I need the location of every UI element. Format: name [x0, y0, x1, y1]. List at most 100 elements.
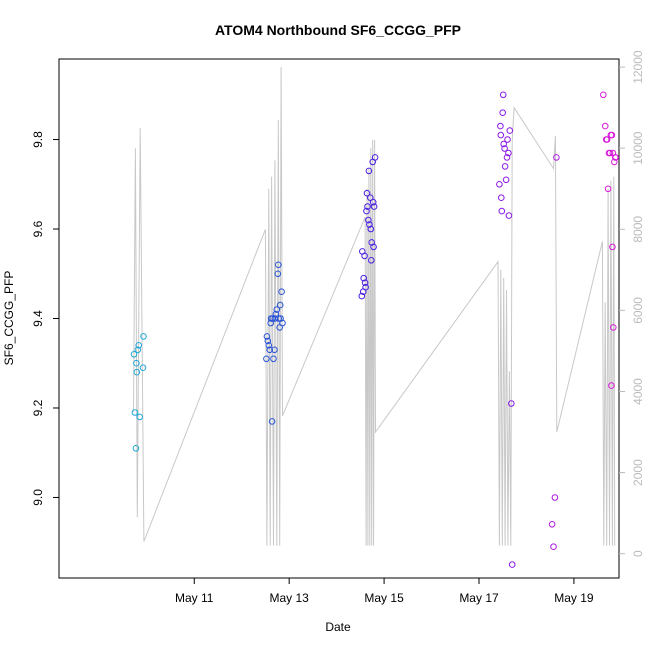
data-point [270, 355, 277, 363]
data-point [264, 337, 272, 345]
data-point [263, 333, 271, 340]
data-point [603, 136, 611, 143]
data-point [500, 140, 508, 148]
data-point [133, 359, 140, 367]
y-axis-right: 0 2000 4000 6000 8000 10000 12000 [619, 50, 645, 557]
data-point [361, 252, 368, 260]
data-point [497, 131, 505, 139]
data-point [611, 158, 618, 166]
data-point [365, 216, 372, 224]
data-point [358, 292, 366, 300]
data-point [274, 270, 282, 278]
data-point [265, 342, 273, 349]
y-tick-label: 9.8 [31, 131, 45, 148]
series-1 [130, 333, 147, 452]
y2-tick-label: 8000 [631, 216, 645, 243]
x-axis-label: Date [325, 620, 351, 634]
data-point [604, 185, 612, 193]
data-point [371, 154, 379, 161]
data-point [370, 203, 378, 210]
data-point [508, 561, 516, 568]
data-point [601, 122, 609, 130]
y-tick-label: 9.0 [31, 489, 45, 506]
data-point [363, 207, 370, 215]
data-point [608, 382, 615, 389]
data-point [364, 203, 371, 210]
y-axis-label: SF6_CCGG_PFP [2, 271, 16, 366]
y2-tick-label: 0 [631, 550, 645, 557]
x-tick-label: May 13 [269, 591, 309, 605]
series-4 [496, 91, 516, 568]
data-point [368, 257, 375, 264]
y-tick-label: 9.6 [31, 220, 45, 237]
data-point [271, 346, 278, 354]
data-point [131, 409, 139, 416]
x-tick-label: May 15 [364, 591, 404, 605]
data-point [501, 145, 508, 152]
data-point [502, 176, 510, 184]
data-point [505, 149, 512, 157]
series-2 [263, 261, 286, 425]
altitude-line-layer [133, 67, 616, 546]
y2-tick-label: 2000 [631, 459, 645, 486]
data-point [608, 131, 616, 139]
data-point [275, 261, 282, 269]
y-axis-left: 9.0 9.2 9.4 9.6 9.8 [31, 131, 59, 506]
data-point [548, 521, 556, 528]
data-point [365, 167, 373, 175]
altitude-line [133, 67, 616, 546]
data-point [366, 221, 373, 228]
x-tick-label: May 17 [459, 591, 499, 605]
series-6 [600, 91, 620, 389]
data-point [503, 154, 511, 161]
data-point [276, 301, 284, 309]
data-point [266, 346, 274, 354]
data-point [553, 154, 560, 161]
data-point [263, 355, 270, 363]
data-point [362, 283, 369, 291]
data-point [132, 445, 140, 452]
y-tick-label: 9.4 [31, 310, 45, 327]
y2-tick-label: 10000 [631, 131, 645, 165]
data-point [279, 319, 286, 327]
data-point [609, 243, 616, 251]
data-point [612, 154, 620, 161]
x-axis: May 11 May 13 May 15 May 17 May 19 [175, 578, 594, 605]
data-point [499, 109, 507, 116]
data-point [496, 181, 503, 188]
data-point [498, 207, 506, 215]
data-point [360, 274, 368, 282]
data-point [130, 351, 138, 358]
data-point [278, 288, 285, 296]
x-tick-label: May 11 [175, 591, 214, 605]
data-point [551, 494, 559, 501]
y2-tick-label: 6000 [631, 297, 645, 324]
data-point [505, 212, 513, 219]
data-point [133, 368, 141, 376]
data-point [550, 543, 557, 551]
y2-tick-label: 4000 [631, 378, 645, 405]
data-point [506, 127, 514, 134]
data-point [606, 149, 614, 157]
series-5 [548, 154, 560, 551]
data-point [361, 279, 369, 287]
plot-frame [58, 58, 620, 579]
x-tick-label: May 19 [554, 591, 594, 605]
data-point [497, 122, 504, 130]
data-point [369, 198, 377, 206]
data-point [275, 315, 283, 322]
data-point [610, 324, 617, 331]
data-point [370, 243, 377, 251]
data-point [499, 91, 507, 99]
data-point [498, 194, 505, 201]
data-point [268, 418, 276, 425]
data-point [600, 91, 607, 99]
y2-tick-label: 12000 [631, 50, 645, 84]
data-point [367, 225, 375, 233]
data-point [135, 342, 142, 349]
data-point [136, 413, 143, 421]
data-point [273, 306, 281, 313]
data-point [504, 136, 511, 143]
series-3 [358, 154, 379, 300]
